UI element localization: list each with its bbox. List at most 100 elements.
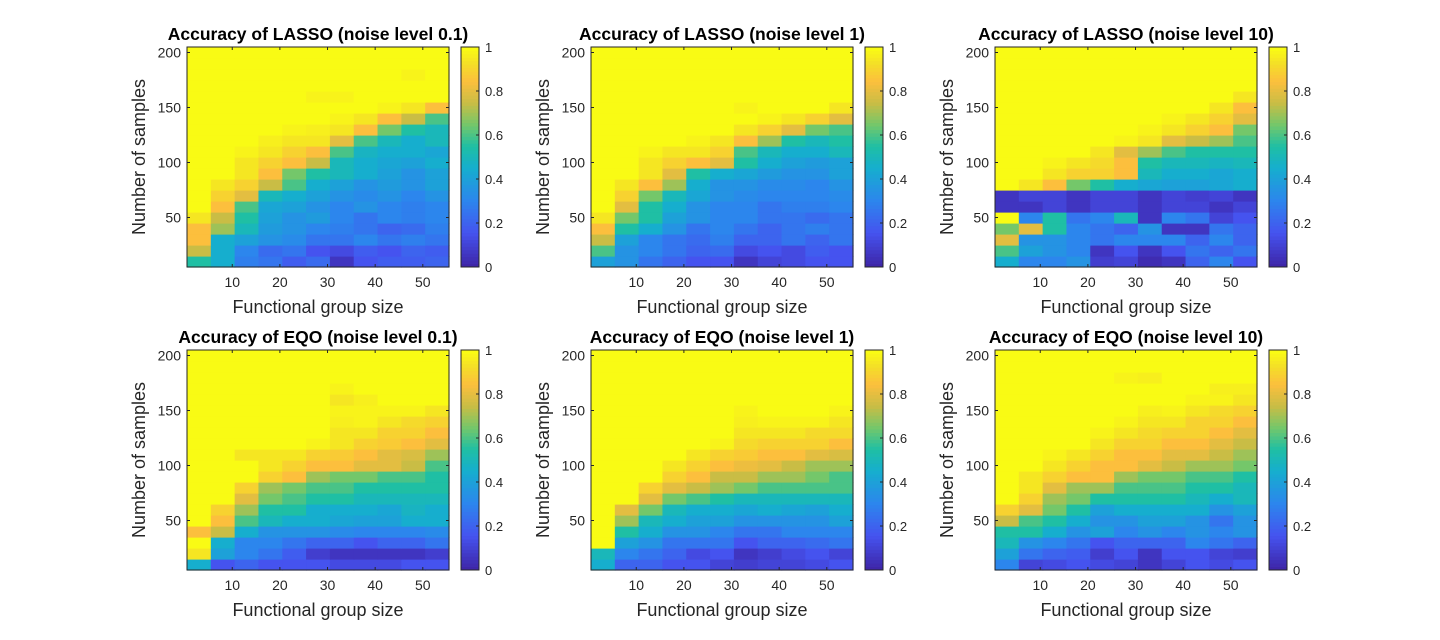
heatmap-cell bbox=[781, 350, 806, 362]
heatmap-cell bbox=[353, 449, 379, 461]
heatmap-cell bbox=[210, 58, 236, 70]
colorbar-step bbox=[865, 515, 883, 519]
heatmap-cell bbox=[282, 515, 307, 527]
colorbar-step bbox=[865, 198, 883, 203]
colorbar-step bbox=[461, 449, 479, 454]
heatmap-cell bbox=[306, 559, 331, 571]
heatmap-cell bbox=[329, 537, 355, 549]
heatmap-cell bbox=[401, 482, 426, 494]
y-axis-label: Number of samples bbox=[129, 382, 149, 538]
colorbar-step bbox=[1269, 401, 1287, 406]
heatmap-cell bbox=[425, 394, 450, 406]
heatmap-cell bbox=[282, 427, 307, 439]
y-axis-label: Number of samples bbox=[129, 79, 149, 235]
heatmap-cell bbox=[1209, 256, 1234, 268]
colorbar-step bbox=[865, 212, 883, 216]
heatmap-cell bbox=[401, 416, 426, 428]
heatmap-cell bbox=[1161, 383, 1187, 395]
colorbar-step bbox=[1269, 105, 1287, 110]
heatmap-cell bbox=[805, 361, 830, 373]
heatmap-cell bbox=[614, 372, 640, 384]
heatmap-cell bbox=[1137, 372, 1163, 384]
heatmap-cell bbox=[710, 179, 735, 191]
heatmap-cell bbox=[781, 493, 806, 505]
heatmap-cell bbox=[401, 526, 426, 538]
heatmap-cell bbox=[638, 548, 664, 560]
heatmap-cell bbox=[258, 157, 283, 169]
heatmap-cell bbox=[995, 383, 1020, 395]
heatmap-cell bbox=[377, 157, 402, 169]
heatmap-cell bbox=[234, 113, 260, 125]
heatmap-cell bbox=[733, 559, 759, 571]
colorbar-step bbox=[1269, 249, 1287, 254]
colorbar-tick-label: 1 bbox=[485, 343, 492, 358]
heatmap-cell bbox=[1233, 548, 1258, 560]
heatmap-cell bbox=[1066, 157, 1091, 169]
heatmap-cell bbox=[757, 427, 783, 439]
heatmap-cell bbox=[210, 471, 236, 483]
heatmap-cell bbox=[1018, 537, 1044, 549]
heatmap-cell bbox=[1066, 58, 1091, 70]
heatmap-cell bbox=[282, 350, 307, 362]
heatmap-cell bbox=[662, 135, 687, 147]
heatmap-cell bbox=[401, 102, 426, 114]
colorbar-step bbox=[865, 542, 883, 547]
colorbar-step bbox=[461, 249, 479, 254]
heatmap-cell bbox=[1233, 179, 1258, 191]
heatmap-cell bbox=[829, 146, 854, 158]
heatmap-cell bbox=[591, 482, 616, 494]
heatmap-cell bbox=[377, 146, 402, 158]
heatmap-cell bbox=[1090, 146, 1115, 158]
y-axis-label: Number of samples bbox=[937, 382, 957, 538]
heatmap-cell bbox=[591, 102, 616, 114]
heatmap-cell bbox=[805, 135, 830, 147]
heatmap-cell bbox=[353, 526, 379, 538]
heatmap-cell bbox=[1209, 460, 1234, 472]
colorbar-step bbox=[1269, 91, 1287, 96]
heatmap-cell bbox=[1090, 234, 1115, 246]
colorbar-step bbox=[1269, 205, 1287, 210]
colorbar-step bbox=[461, 511, 479, 516]
x-tick-label: 50 bbox=[415, 577, 431, 593]
heatmap-cell bbox=[1018, 124, 1044, 136]
colorbar-step bbox=[1269, 463, 1287, 468]
heatmap-cell bbox=[329, 449, 355, 461]
heatmap-cell bbox=[1233, 471, 1258, 483]
heatmap-cell bbox=[187, 482, 212, 494]
heatmap-cell bbox=[710, 190, 735, 202]
heatmap-cell bbox=[614, 460, 640, 472]
colorbar-step bbox=[1269, 71, 1287, 75]
heatmap-cell bbox=[282, 113, 307, 125]
colorbar-step bbox=[865, 163, 883, 168]
heatmap-cell bbox=[1090, 559, 1115, 571]
heatmap-cell bbox=[1137, 190, 1163, 202]
heatmap-cell bbox=[1042, 256, 1068, 268]
x-tick-label: 40 bbox=[1175, 577, 1191, 593]
heatmap-cell bbox=[710, 504, 735, 516]
heatmap-cell bbox=[662, 416, 687, 428]
heatmap-cell bbox=[353, 58, 379, 70]
heatmap-cell bbox=[733, 471, 759, 483]
heatmap-cell bbox=[1185, 361, 1210, 373]
colorbar-step bbox=[1269, 212, 1287, 216]
colorbar-step bbox=[1269, 236, 1287, 240]
heatmap-cell bbox=[1090, 493, 1115, 505]
colorbar-step bbox=[461, 391, 479, 396]
colorbar-step bbox=[865, 566, 883, 571]
heatmap-cell bbox=[1185, 190, 1210, 202]
heatmap-cell bbox=[329, 102, 355, 114]
colorbar-step bbox=[865, 253, 883, 258]
heatmap-cell bbox=[234, 361, 260, 373]
colorbar-step bbox=[1269, 139, 1287, 144]
heatmap-cell bbox=[757, 460, 783, 472]
heatmap-cell bbox=[781, 372, 806, 384]
heatmap-cell bbox=[234, 179, 260, 191]
colorbar-step bbox=[865, 350, 883, 354]
colorbar-step bbox=[1269, 146, 1287, 151]
colorbar-step bbox=[1269, 377, 1287, 382]
heatmap-cell bbox=[1042, 135, 1068, 147]
heatmap-cell bbox=[733, 394, 759, 406]
